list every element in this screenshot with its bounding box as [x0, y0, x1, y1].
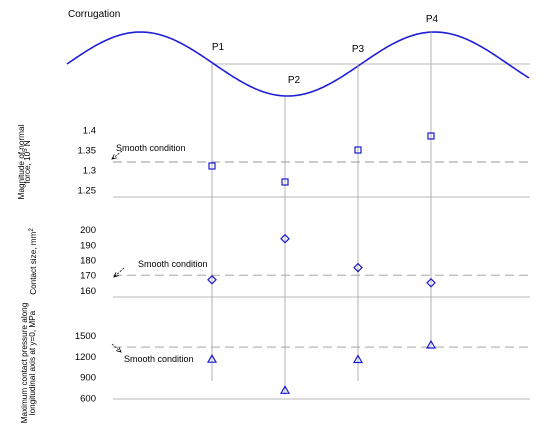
- ytick-label-size: 180: [80, 256, 96, 267]
- square-marker-p2: [281, 178, 289, 186]
- smooth-condition-label-pressure: Smooth condition: [124, 354, 194, 364]
- point-label-p2: P2: [288, 75, 301, 86]
- square-marker-p3: [354, 146, 362, 154]
- triangle-marker-p4: [425, 339, 437, 349]
- ylabel-line1: Magnitude of normal: [17, 125, 26, 200]
- ylabel-force: Magnitude of normalforce, 105 N: [17, 125, 32, 200]
- point-label-p3: P3: [352, 44, 365, 55]
- ytick-label-pressure: 1500: [75, 331, 96, 342]
- ylabel-pressure: Maximum contact pressure alonglongitudin…: [20, 302, 37, 423]
- square-marker-p4: [427, 132, 435, 140]
- corrugation-curve: [66, 31, 530, 97]
- ylabel-size: Contact size, mm2: [29, 228, 38, 295]
- ylabel-superscript: 2: [29, 228, 35, 232]
- ytick-label-force: 1.35: [78, 146, 97, 157]
- ylabel-unit: N: [23, 140, 32, 148]
- diamond-marker-p3: [353, 262, 363, 273]
- static-layer: P1 P2 P3 P4 1.25 1.3 1.35 1.4 Magnitude of norma…: [17, 14, 530, 423]
- ytick-label-force: 1.25: [78, 186, 97, 197]
- ylabel-line2: force, 10: [23, 151, 32, 183]
- arrow-head-pressure: [116, 347, 122, 353]
- ytick-label-pressure: 600: [80, 393, 96, 404]
- ytick-label-size: 200: [80, 225, 96, 236]
- point-label-p1: P1: [212, 42, 225, 53]
- ytick-label-size: 160: [80, 286, 96, 297]
- ytick-label-pressure: 1200: [75, 352, 96, 363]
- diamond-marker-p1: [207, 274, 217, 285]
- triangle-marker-p1: [206, 353, 218, 363]
- diamond-marker-p2: [280, 233, 290, 244]
- ytick-label-size: 190: [80, 240, 96, 251]
- ylabel-line2: longitudinal axis at y=0, MPa: [28, 310, 37, 415]
- triangle-marker-p3: [352, 354, 364, 364]
- smooth-condition-arrow-force: [111, 150, 123, 160]
- smooth-condition-label-size: Smooth condition: [138, 259, 208, 269]
- smooth-condition-label-force: Smooth condition: [116, 143, 186, 153]
- arrow-head-size: [113, 272, 119, 278]
- marks-layer: [206, 132, 437, 394]
- ytick-label-size: 170: [80, 271, 96, 282]
- ytick-label-pressure: 900: [80, 373, 96, 384]
- triangle-marker-p2: [279, 385, 291, 394]
- diamond-marker-p4: [426, 277, 436, 288]
- smooth-condition-arrow-size: [113, 267, 125, 278]
- ylabel-line1: Contact size, mm: [29, 231, 38, 294]
- ytick-label-force: 1.4: [83, 126, 96, 137]
- corrugation-title: Corrugation: [68, 9, 120, 20]
- ylabel-line1: Maximum contact pressure along: [20, 302, 29, 423]
- arrow-head-force: [111, 154, 117, 160]
- ylabel-superscript: 5: [23, 148, 29, 152]
- square-marker-p1: [208, 162, 216, 170]
- ytick-label-force: 1.3: [83, 166, 96, 177]
- point-label-p4: P4: [426, 14, 439, 25]
